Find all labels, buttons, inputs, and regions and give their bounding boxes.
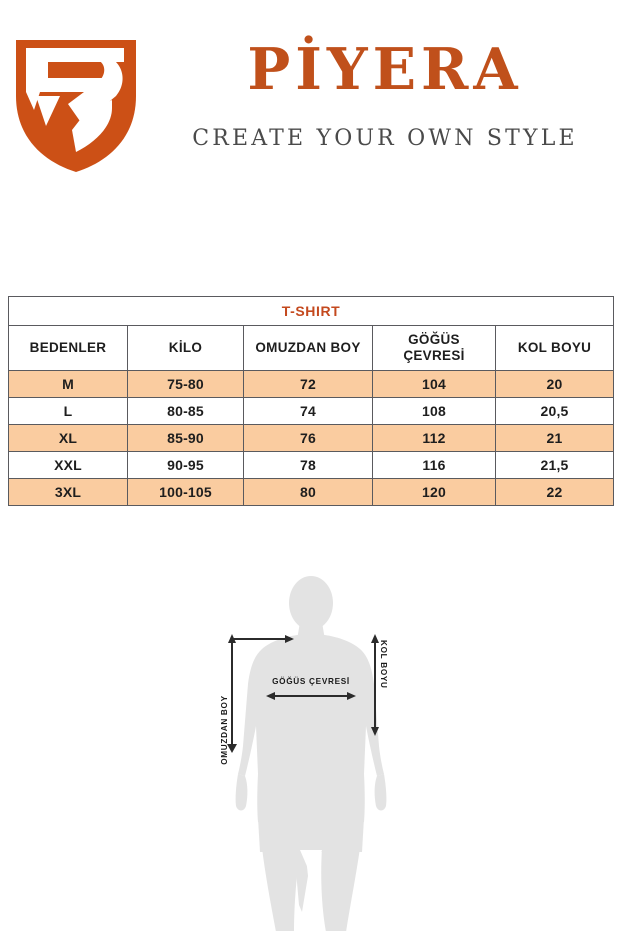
male-body-silhouette — [235, 576, 387, 931]
cell-beden: XXL — [8, 451, 128, 479]
cell-beden: M — [8, 370, 128, 398]
cell-gogus-cevresi: 120 — [372, 478, 496, 506]
kol-boyu-label: KOL BOYU — [379, 640, 388, 689]
cell-kol-boyu: 20,5 — [494, 397, 615, 425]
table-row: 3XL 100-105 80 120 22 — [8, 478, 615, 506]
size-table: T-SHIRT BEDENLER KİLO OMUZDAN BOY GÖĞÜS … — [7, 296, 615, 506]
column-header-kol-boyu: KOL BOYU — [494, 325, 615, 371]
omuzdan-boy-arrowheads — [227, 634, 294, 753]
gogus-cevresi-label: GÖĞÜS ÇEVRESİ — [272, 675, 350, 686]
size-table-body: T-SHIRT BEDENLER KİLO OMUZDAN BOY GÖĞÜS … — [7, 296, 615, 506]
omuzdan-boy-label: OMUZDAN BOY — [220, 695, 229, 765]
size-chart: T-SHIRT BEDENLER KİLO OMUZDAN BOY GÖĞÜS … — [7, 296, 615, 506]
cell-omuzdan-boy: 72 — [243, 370, 373, 398]
table-row: L 80-85 74 108 20,5 — [8, 397, 615, 425]
column-header-gogus-line2: ÇEVRESİ — [403, 348, 465, 363]
cell-gogus-cevresi: 112 — [372, 424, 496, 452]
table-row: M 75-80 72 104 20 — [8, 370, 615, 398]
column-header-gogus-cevresi: GÖĞÜS ÇEVRESİ — [372, 325, 496, 371]
cell-omuzdan-boy: 78 — [243, 451, 373, 479]
cell-omuzdan-boy: 80 — [243, 478, 373, 506]
table-row: XL 85-90 76 112 21 — [8, 424, 615, 452]
cell-gogus-cevresi: 108 — [372, 397, 496, 425]
cell-kol-boyu: 21,5 — [494, 451, 615, 479]
cell-beden: XL — [8, 424, 128, 452]
cell-kilo: 80-85 — [127, 397, 244, 425]
cell-kol-boyu: 20 — [494, 370, 615, 398]
cell-omuzdan-boy: 74 — [243, 397, 373, 425]
cell-kilo: 90-95 — [127, 451, 244, 479]
cell-kol-boyu: 21 — [494, 424, 615, 452]
table-row: XXL 90-95 78 116 21,5 — [8, 451, 615, 479]
cell-kilo: 75-80 — [127, 370, 244, 398]
cell-gogus-cevresi: 104 — [372, 370, 496, 398]
kol-boyu-arrowheads — [371, 634, 379, 736]
cell-kol-boyu: 22 — [494, 478, 615, 506]
brand-wordmark-block: PİYERA CREATE YOUR OWN STYLE — [160, 34, 610, 174]
column-header-bedenler: BEDENLER — [8, 325, 128, 371]
cell-kilo: 85-90 — [127, 424, 244, 452]
cell-beden: 3XL — [8, 478, 128, 506]
cell-omuzdan-boy: 76 — [243, 424, 373, 452]
measurement-diagram: OMUZDAN BOY GÖĞÜS ÇEVRESİ KOL BOYU — [0, 560, 621, 931]
table-title-row: T-SHIRT — [7, 296, 615, 326]
omuzdan-boy-arrow — [231, 638, 292, 749]
column-header-omuzdan-boy: OMUZDAN BOY — [243, 325, 373, 371]
gogus-cevresi-arrowheads — [266, 692, 356, 700]
brand-wordmark: PİYERA — [247, 36, 523, 103]
cell-kilo: 100-105 — [127, 478, 244, 506]
column-header-kilo: KİLO — [127, 325, 244, 371]
brand-header: PİYERA CREATE YOUR OWN STYLE — [0, 0, 621, 180]
table-title: T-SHIRT — [7, 296, 615, 326]
table-header-row: BEDENLER KİLO OMUZDAN BOY GÖĞÜS ÇEVRESİ … — [8, 325, 615, 371]
piyera-shield-p-icon — [12, 34, 140, 174]
column-header-gogus-line1: GÖĞÜS — [408, 332, 460, 347]
cell-gogus-cevresi: 116 — [372, 451, 496, 479]
cell-beden: L — [8, 397, 128, 425]
brand-tagline: CREATE YOUR OWN STYLE — [192, 126, 578, 151]
